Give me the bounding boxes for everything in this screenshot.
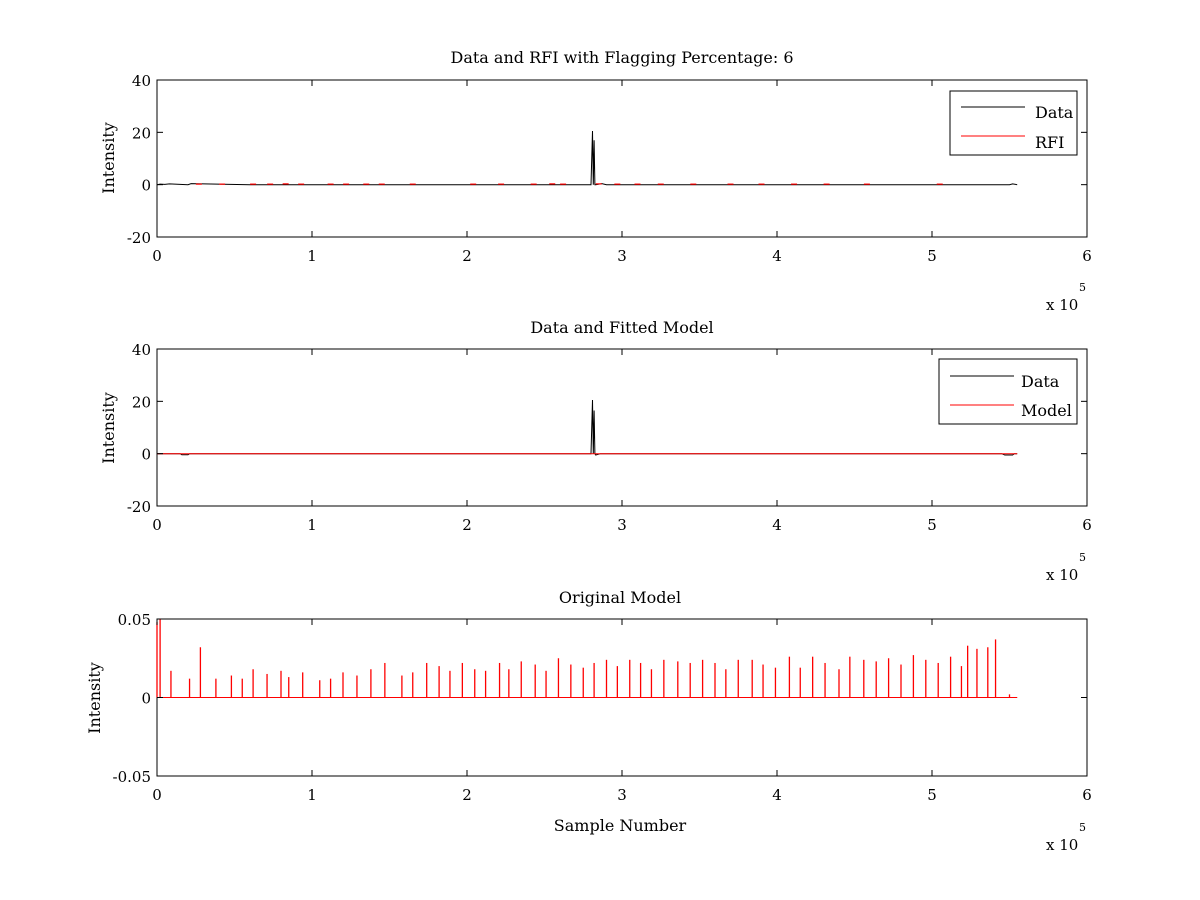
legend-label-data: Data <box>1021 372 1060 391</box>
x-tick-label: 4 <box>772 516 782 534</box>
x-multiplier-base: x 10 <box>1046 836 1078 854</box>
x-tick-label: 1 <box>307 516 317 534</box>
x-tick-label: 3 <box>617 247 627 265</box>
y-tick-label: -0.05 <box>113 768 151 786</box>
x-tick-label: 4 <box>772 247 782 265</box>
legend-box <box>938 358 1078 425</box>
x-tick-label: 4 <box>772 786 782 804</box>
x-tick-label: 0 <box>152 786 162 804</box>
x-tick-label: 1 <box>307 786 317 804</box>
x-tick-label: 6 <box>1082 247 1092 265</box>
x-multiplier: x 10 5 <box>1046 821 1086 854</box>
x-axis-label: Sample Number <box>554 816 687 835</box>
y-tick-label: 0.05 <box>118 611 151 629</box>
x-tick-label: 6 <box>1082 516 1092 534</box>
y-axis-label: Intensity <box>99 122 118 194</box>
y-axis-label: Intensity <box>85 662 104 734</box>
y-tick-label: 20 <box>132 124 151 142</box>
x-tick-label: 5 <box>927 786 937 804</box>
plot-lines <box>156 619 1018 698</box>
x-multiplier: x 10 5 <box>1046 551 1086 584</box>
legend: Data RFI <box>949 90 1078 156</box>
y-tick-label: 0 <box>141 446 151 464</box>
chart-title: Original Model <box>559 588 681 607</box>
y-tick-label: -20 <box>127 498 151 516</box>
x-multiplier: x 10 5 <box>1046 281 1086 314</box>
x-multiplier-exponent: 5 <box>1079 551 1086 564</box>
x-multiplier-base: x 10 <box>1046 566 1078 584</box>
x-tick-label: 2 <box>462 247 472 265</box>
x-multiplier-base: x 10 <box>1046 296 1078 314</box>
x-tick-label: 1 <box>307 247 317 265</box>
x-tick-label: 0 <box>152 247 162 265</box>
axes-box <box>156 348 1088 507</box>
y-tick-label: 40 <box>132 341 151 359</box>
x-multiplier-exponent: 5 <box>1079 281 1086 294</box>
axes-box <box>156 79 1088 238</box>
plot-lines <box>156 130 1018 186</box>
x-tick-label: 3 <box>617 516 627 534</box>
y-axis-label: Intensity <box>99 392 118 464</box>
chart-title: Data and RFI with Flagging Percentage: 6 <box>450 48 793 67</box>
x-tick-label: 2 <box>462 516 472 534</box>
x-tick-label: 5 <box>927 516 937 534</box>
legend-label-model: Model <box>1021 401 1072 420</box>
y-tick-label: -20 <box>127 229 151 247</box>
plot-lines <box>157 399 1018 456</box>
y-tick-label: 0 <box>141 690 151 708</box>
series-line-data <box>156 130 1018 186</box>
legend-label-rfi: RFI <box>1035 133 1064 152</box>
x-multiplier-exponent: 5 <box>1079 821 1086 834</box>
y-tick-label: 40 <box>132 72 151 90</box>
series-line-data <box>157 399 1018 456</box>
chart-title: Data and Fitted Model <box>530 318 713 337</box>
y-tick-label: 0 <box>141 177 151 195</box>
y-tick-label: 20 <box>132 393 151 411</box>
x-tick-label: 3 <box>617 786 627 804</box>
x-tick-label: 6 <box>1082 786 1092 804</box>
legend-label-data: Data <box>1035 103 1074 122</box>
legend-box <box>949 90 1078 156</box>
x-tick-label: 5 <box>927 247 937 265</box>
legend: Data Model <box>938 358 1078 425</box>
x-tick-label: 0 <box>152 516 162 534</box>
x-tick-label: 2 <box>462 786 472 804</box>
